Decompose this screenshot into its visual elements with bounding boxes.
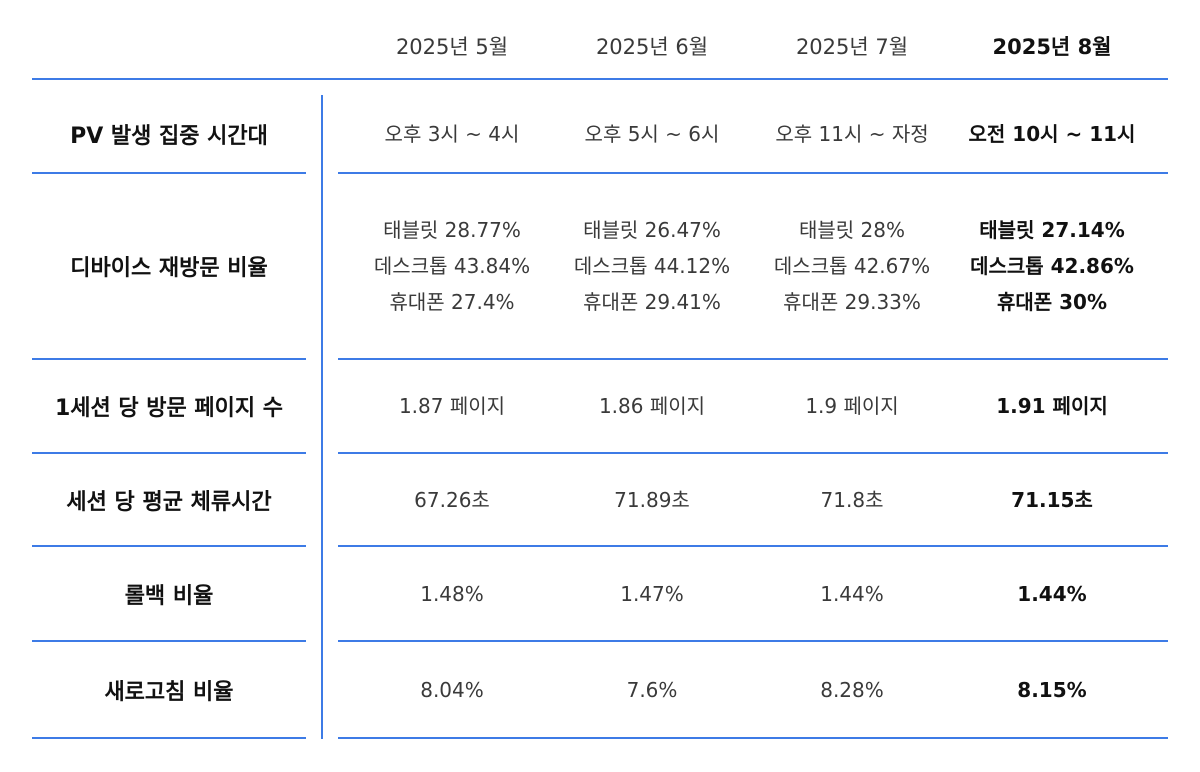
table-cell: 1.86 페이지 <box>598 394 706 418</box>
tablet-ratio: 태블릿 27.14% <box>979 218 1125 242</box>
table-cell: 1.44% <box>820 581 884 606</box>
row-label-rollback-ratio: 롤백 비율 <box>124 583 214 609</box>
column-header-may: 2025년 5월 <box>395 35 509 59</box>
label-column-divider <box>321 95 323 739</box>
table-cell: 67.26초 <box>414 487 490 512</box>
table-cell: 71.15초 <box>1011 487 1093 512</box>
row-divider <box>32 640 306 642</box>
table-cell: 오후 11시 ~ 자정 <box>775 121 929 146</box>
table-cell: 71.8초 <box>820 487 884 512</box>
row-divider <box>338 545 1168 547</box>
row-label-pv-peak-time: PV 발생 집중 시간대 <box>70 123 268 149</box>
table-cell: 1.91 페이지 <box>996 394 1108 418</box>
tablet-ratio: 태블릿 26.47% <box>583 218 721 242</box>
mobile-ratio: 휴대폰 30% <box>996 290 1108 314</box>
header-divider <box>32 78 1168 80</box>
table-cell: 1.9 페이지 <box>805 394 899 418</box>
row-label-device-revisit: 디바이스 재방문 비율 <box>70 256 268 281</box>
table-cell: 8.15% <box>1017 677 1087 702</box>
row-divider <box>338 452 1168 454</box>
mobile-ratio: 휴대폰 29.33% <box>783 290 921 314</box>
desktop-ratio: 데스크톱 43.84% <box>373 254 531 278</box>
tablet-ratio: 태블릿 28% <box>798 218 905 242</box>
row-label-avg-session-duration: 세션 당 평균 체류시간 <box>66 489 272 515</box>
table-cell: 71.89초 <box>614 487 690 512</box>
tablet-ratio: 태블릿 28.77% <box>383 218 521 242</box>
desktop-ratio: 데스크톱 42.86% <box>970 254 1134 278</box>
table-cell: 1.87 페이지 <box>398 394 506 418</box>
row-divider <box>338 172 1168 174</box>
row-divider <box>32 452 306 454</box>
table-cell: 1.44% <box>1017 581 1087 606</box>
row-label-pages-per-session: 1세션 당 방문 페이지 수 <box>54 396 284 421</box>
row-label-refresh-ratio: 새로고침 비율 <box>104 679 234 705</box>
table-cell: 7.6% <box>626 677 678 702</box>
table-cell: 오후 3시 ~ 4시 <box>384 121 520 146</box>
table-cell: 8.28% <box>820 677 884 702</box>
table-cell: 태블릿 27.14% 데스크톱 42.86% 휴대폰 30% <box>952 174 1152 358</box>
table-cell: 태블릿 28% 데스크톱 42.67% 휴대폰 29.33% <box>752 174 952 358</box>
mobile-ratio: 휴대폰 29.41% <box>583 290 721 314</box>
row-divider <box>32 737 306 739</box>
row-divider <box>32 172 306 174</box>
table-cell: 1.47% <box>620 581 684 606</box>
column-header-june: 2025년 6월 <box>595 35 709 59</box>
table-cell: 오후 5시 ~ 6시 <box>584 121 720 146</box>
mobile-ratio: 휴대폰 27.4% <box>389 290 515 314</box>
row-divider <box>338 640 1168 642</box>
row-divider <box>338 737 1168 739</box>
table-cell: 태블릿 26.47% 데스크톱 44.12% 휴대폰 29.41% <box>552 174 752 358</box>
table-cell: 태블릿 28.77% 데스크톱 43.84% 휴대폰 27.4% <box>352 174 552 358</box>
table-cell: 오전 10시 ~ 11시 <box>968 121 1136 146</box>
desktop-ratio: 데스크톱 42.67% <box>773 254 931 278</box>
column-header-august: 2025년 8월 <box>992 35 1112 59</box>
desktop-ratio: 데스크톱 44.12% <box>573 254 731 278</box>
table-cell: 1.48% <box>420 581 484 606</box>
row-divider <box>32 545 306 547</box>
row-divider <box>32 358 306 360</box>
table-cell: 8.04% <box>420 677 484 702</box>
row-divider <box>338 358 1168 360</box>
column-header-july: 2025년 7월 <box>795 35 909 59</box>
